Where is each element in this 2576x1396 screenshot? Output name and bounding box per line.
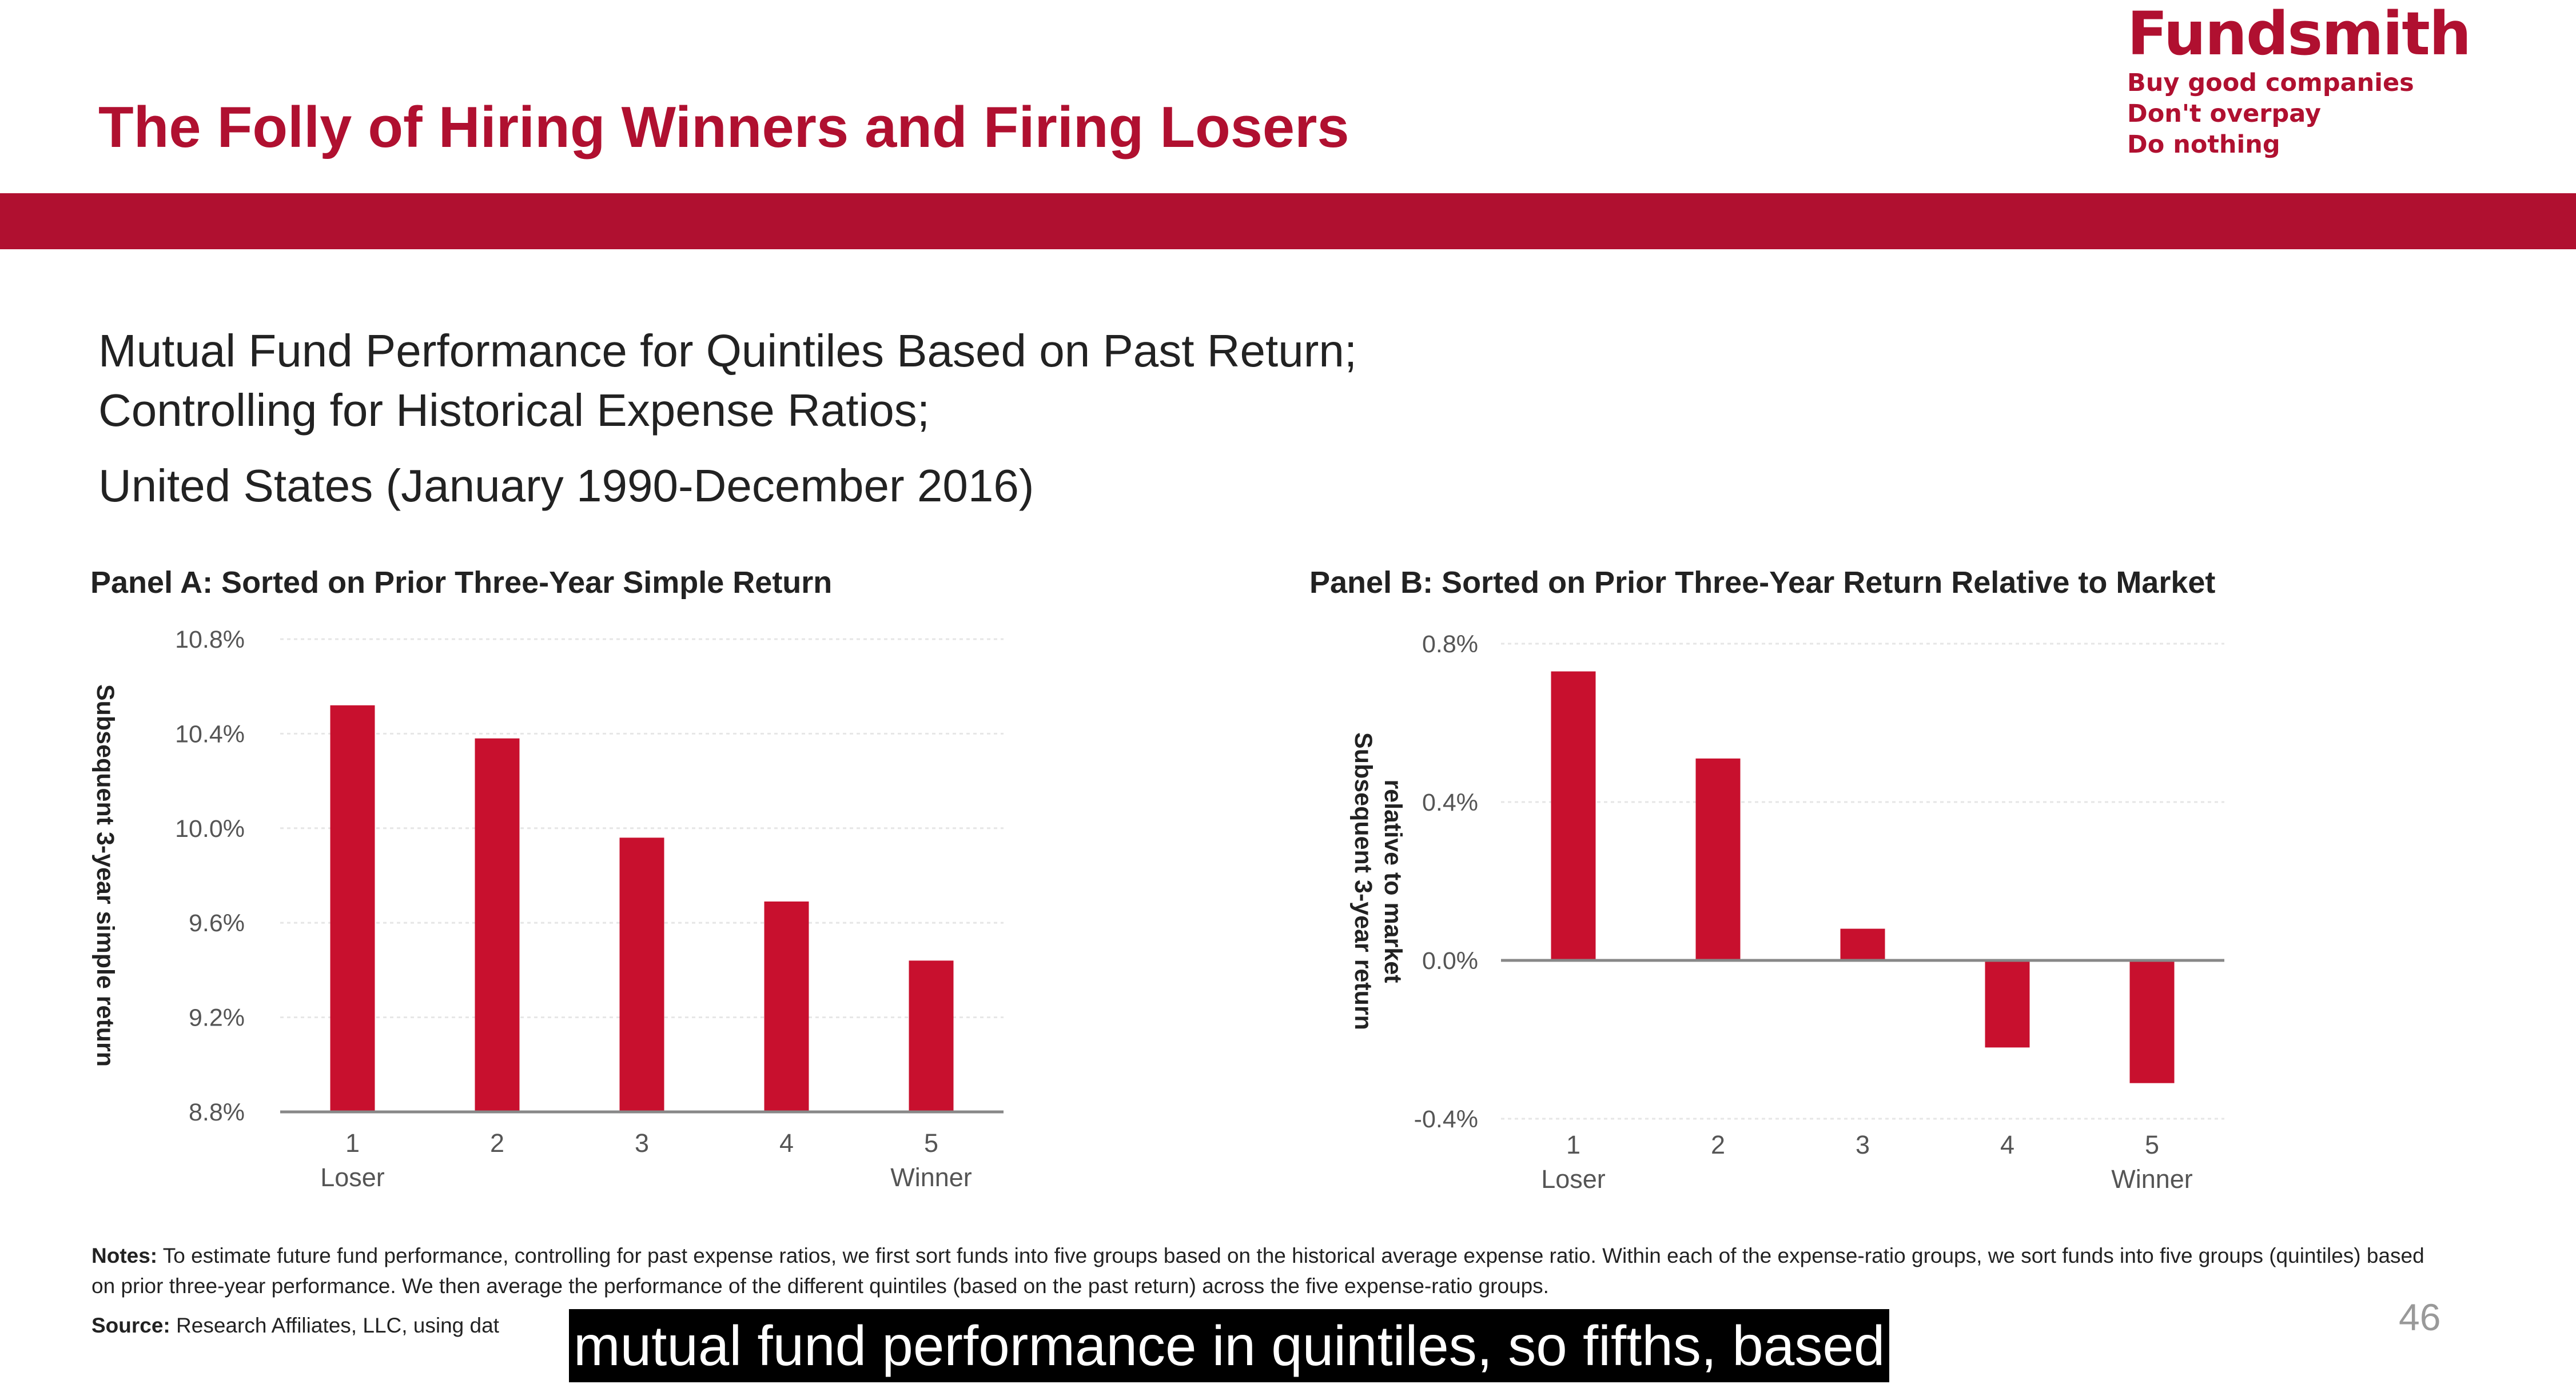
y-tick-label: -0.4% <box>1414 1106 1478 1133</box>
x-tick-label: 4 <box>2000 1130 2014 1159</box>
y-tick-label: 10.8% <box>175 626 245 653</box>
y-tick-label: 9.2% <box>189 1004 245 1032</box>
bar <box>1985 960 2030 1048</box>
bar <box>764 901 809 1112</box>
x-tick-label: 2 <box>490 1128 504 1158</box>
y-tick-label: 10.4% <box>175 720 245 748</box>
x-tick-label: 5 <box>2145 1130 2159 1159</box>
y-tick-label: 0.0% <box>1422 947 1478 975</box>
bar <box>330 705 375 1112</box>
logo-tagline: Don't overpay <box>2127 99 2321 128</box>
notes-label: Notes: <box>91 1244 158 1267</box>
panel-a-title: Panel A: Sorted on Prior Three-Year Simp… <box>90 565 833 600</box>
notes-text: To estimate future fund performance, con… <box>91 1244 2424 1298</box>
bar <box>619 837 664 1112</box>
y-tick-label: 0.8% <box>1422 631 1478 658</box>
chart-subtitle-line: United States (January 1990-December 201… <box>98 460 1034 511</box>
x-tick-label: 5 <box>924 1128 938 1158</box>
y-axis-title: Subsequent 3-year return <box>1349 732 1377 1030</box>
panel-b-title: Panel B: Sorted on Prior Three-Year Retu… <box>1309 565 2216 600</box>
y-tick-label: 8.8% <box>189 1099 245 1126</box>
y-tick-label: 0.4% <box>1422 789 1478 816</box>
bar <box>475 738 520 1112</box>
logo-tagline: Do nothing <box>2127 130 2280 159</box>
x-tick-label: 3 <box>1856 1130 1870 1159</box>
y-tick-label: 9.6% <box>189 910 245 937</box>
logo-name: Fundsmith <box>2127 0 2471 69</box>
panel-b-chart: -0.4% 0.0% 0.4% 0.8% 1 Loser 2 3 4 5 Winner Subsequ… <box>1349 631 2224 1194</box>
bar <box>2129 960 2175 1083</box>
y-tick-label: 10.0% <box>175 815 245 843</box>
y-axis-title: relative to market <box>1379 779 1407 983</box>
x-category-label: Loser <box>320 1163 385 1192</box>
bar <box>1551 671 1596 960</box>
logo-tagline: Buy good companies <box>2127 69 2414 97</box>
x-tick-label: 1 <box>1566 1130 1580 1159</box>
source-label: Source: <box>91 1314 170 1337</box>
x-tick-label: 1 <box>345 1128 360 1158</box>
chart-subtitle-line: Controlling for Historical Expense Ratio… <box>98 385 930 436</box>
bar <box>1695 758 1741 960</box>
video-caption: mutual fund performance in quintiles, so… <box>569 1309 1890 1382</box>
x-tick-label: 2 <box>1711 1130 1725 1159</box>
page-number: 46 <box>2399 1296 2441 1338</box>
x-tick-label: 3 <box>635 1128 649 1158</box>
fundsmith-logo: Fundsmith Buy good companies Don't overp… <box>2127 0 2471 160</box>
source-text: Research Affiliates, LLC, using dat <box>170 1314 499 1337</box>
title-divider-band <box>0 193 2576 249</box>
x-category-label: Winner <box>2111 1164 2193 1194</box>
chart-subtitle-line: Mutual Fund Performance for Quintiles Ba… <box>98 325 1357 376</box>
panel-a-chart: 8.8% 9.2% 9.6% 10.0% 10.4% 10.8% 1 Loser 2 3 4 5 Win… <box>91 626 1004 1192</box>
source: Source: Research Affiliates, LLC, using … <box>91 1314 499 1338</box>
bar <box>1840 928 1885 960</box>
x-tick-label: 4 <box>779 1128 794 1158</box>
bar <box>909 960 954 1112</box>
y-axis-title: Subsequent 3-year simple return <box>91 684 119 1067</box>
slide-title: The Folly of Hiring Winners and Firing L… <box>98 95 1349 159</box>
x-category-label: Winner <box>890 1163 972 1192</box>
notes: Notes: To estimate future fund performan… <box>91 1241 2447 1301</box>
x-category-label: Loser <box>1541 1164 1606 1194</box>
